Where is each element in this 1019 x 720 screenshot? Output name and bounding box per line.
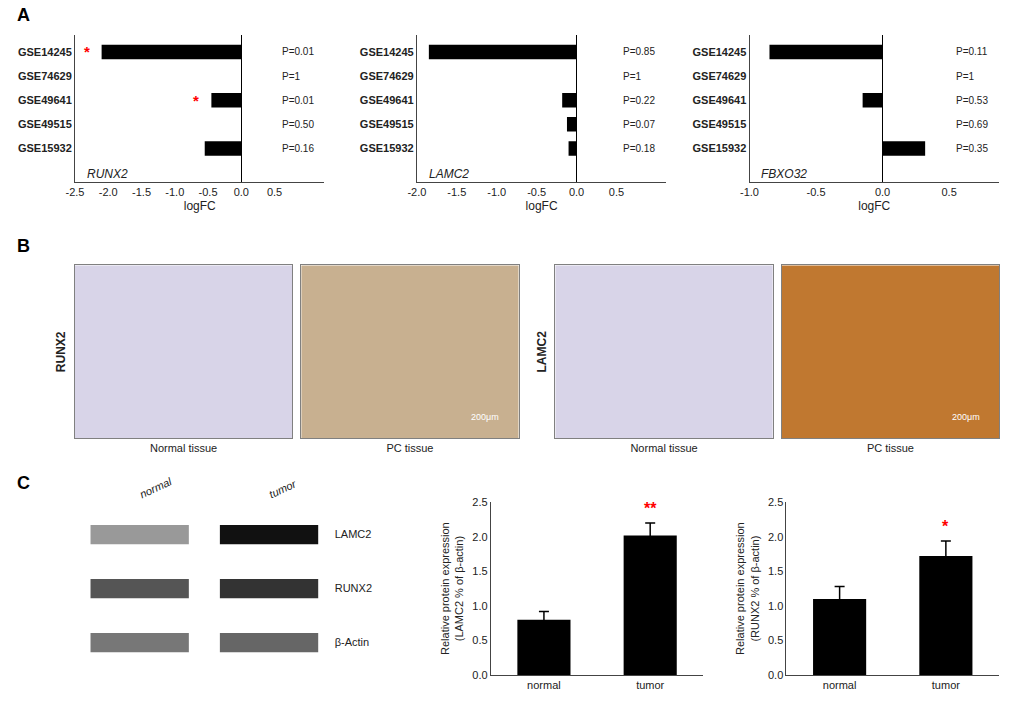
svg-text:-1.0: -1.0 [165, 186, 184, 198]
svg-text:1.0: 1.0 [472, 600, 487, 612]
svg-text:P=0.01: P=0.01 [282, 95, 314, 106]
svg-text:Normal tissue: Normal tissue [150, 442, 217, 454]
svg-text:logFC: logFC [184, 199, 216, 213]
svg-text:GSE14245: GSE14245 [360, 46, 414, 58]
svg-text:-0.5: -0.5 [199, 186, 218, 198]
svg-text:0.5: 0.5 [267, 186, 282, 198]
svg-text:P=0.11: P=0.11 [956, 46, 988, 57]
svg-text:GSE74629: GSE74629 [692, 70, 746, 82]
svg-text:LAMC2: LAMC2 [429, 167, 469, 181]
svg-text:GSE49515: GSE49515 [18, 118, 72, 130]
svg-text:P=0.35: P=0.35 [956, 143, 988, 154]
svg-text:P=0.01: P=0.01 [282, 46, 314, 57]
svg-text:GSE49641: GSE49641 [360, 94, 414, 106]
svg-text:200μm: 200μm [471, 412, 499, 422]
svg-text:-1.5: -1.5 [447, 186, 466, 198]
svg-text:B: B [17, 236, 30, 256]
svg-text:logFC: logFC [526, 199, 558, 213]
svg-text:GSE74629: GSE74629 [18, 70, 72, 82]
svg-text:2.5: 2.5 [472, 496, 487, 508]
svg-text:2.0: 2.0 [768, 531, 783, 543]
svg-text:-1.0: -1.0 [740, 186, 759, 198]
svg-text:-1.5: -1.5 [132, 186, 151, 198]
svg-text:FBXO32: FBXO32 [761, 167, 807, 181]
svg-text:P=0.69: P=0.69 [956, 119, 988, 130]
svg-text:0.5: 0.5 [609, 186, 624, 198]
svg-text:0.0: 0.0 [768, 669, 783, 681]
svg-text:logFC: logFC [858, 199, 890, 213]
svg-text:1.5: 1.5 [472, 565, 487, 577]
svg-text:0.5: 0.5 [472, 634, 487, 646]
svg-text:0.5: 0.5 [768, 634, 783, 646]
svg-text:LAMC2: LAMC2 [535, 331, 549, 373]
svg-text:P=1: P=1 [623, 71, 642, 82]
svg-text:-2.0: -2.0 [407, 186, 426, 198]
svg-text:P=1: P=1 [282, 71, 301, 82]
svg-text:β-Actin: β-Actin [335, 636, 369, 648]
svg-text:Relative protein expression(LA: Relative protein expression(LAMC2 % of β… [439, 522, 465, 655]
svg-text:-2.5: -2.5 [66, 186, 85, 198]
svg-text:GSE15932: GSE15932 [18, 142, 72, 154]
svg-text:1.5: 1.5 [768, 565, 783, 577]
svg-text:*: * [193, 92, 199, 109]
svg-text:GSE49515: GSE49515 [692, 118, 746, 130]
svg-text:RUNX2: RUNX2 [54, 331, 68, 372]
svg-text:PC tissue: PC tissue [386, 442, 433, 454]
svg-text:GSE14245: GSE14245 [692, 46, 746, 58]
svg-text:0.5: 0.5 [941, 186, 956, 198]
svg-text:LAMC2: LAMC2 [335, 528, 372, 540]
svg-text:P=1: P=1 [956, 71, 975, 82]
svg-text:0.0: 0.0 [234, 186, 249, 198]
svg-text:PC tissue: PC tissue [867, 442, 914, 454]
svg-text:200μm: 200μm [952, 412, 980, 422]
svg-text:P=0.53: P=0.53 [956, 95, 988, 106]
svg-text:-0.5: -0.5 [807, 186, 826, 198]
svg-text:Relative protein expression(RU: Relative protein expression(RUNX2 % of β… [734, 522, 760, 655]
svg-text:GSE49515: GSE49515 [360, 118, 414, 130]
svg-text:P=0.22: P=0.22 [623, 95, 655, 106]
svg-text:*: * [942, 518, 949, 535]
svg-text:*: * [84, 43, 90, 60]
svg-text:1.0: 1.0 [768, 600, 783, 612]
svg-text:0.0: 0.0 [875, 186, 890, 198]
svg-text:0.0: 0.0 [569, 186, 584, 198]
svg-text:-1.0: -1.0 [487, 186, 506, 198]
svg-text:P=0.85: P=0.85 [623, 46, 655, 57]
svg-text:GSE15932: GSE15932 [692, 142, 746, 154]
svg-text:C: C [17, 473, 30, 493]
svg-text:**: ** [644, 500, 657, 517]
svg-text:Normal tissue: Normal tissue [630, 442, 697, 454]
svg-text:normal: normal [823, 679, 857, 691]
svg-text:0.0: 0.0 [472, 669, 487, 681]
svg-text:tumor: tumor [932, 679, 960, 691]
svg-text:P=0.18: P=0.18 [623, 143, 655, 154]
svg-text:-0.5: -0.5 [527, 186, 546, 198]
svg-text:normal: normal [138, 475, 174, 500]
svg-text:A: A [17, 5, 30, 25]
svg-text:-2.0: -2.0 [99, 186, 118, 198]
svg-text:P=0.07: P=0.07 [623, 119, 655, 130]
svg-text:2.5: 2.5 [768, 496, 783, 508]
svg-text:RUNX2: RUNX2 [87, 167, 128, 181]
svg-text:tumor: tumor [636, 679, 664, 691]
svg-text:2.0: 2.0 [472, 531, 487, 543]
svg-text:GSE74629: GSE74629 [360, 70, 414, 82]
svg-text:GSE49641: GSE49641 [692, 94, 746, 106]
svg-text:GSE14245: GSE14245 [18, 46, 72, 58]
svg-text:GSE49641: GSE49641 [18, 94, 72, 106]
svg-text:P=0.50: P=0.50 [282, 119, 314, 130]
svg-text:GSE15932: GSE15932 [360, 142, 414, 154]
svg-text:RUNX2: RUNX2 [335, 582, 372, 594]
svg-text:tumor: tumor [267, 477, 299, 500]
svg-text:P=0.16: P=0.16 [282, 143, 314, 154]
svg-text:normal: normal [527, 679, 561, 691]
